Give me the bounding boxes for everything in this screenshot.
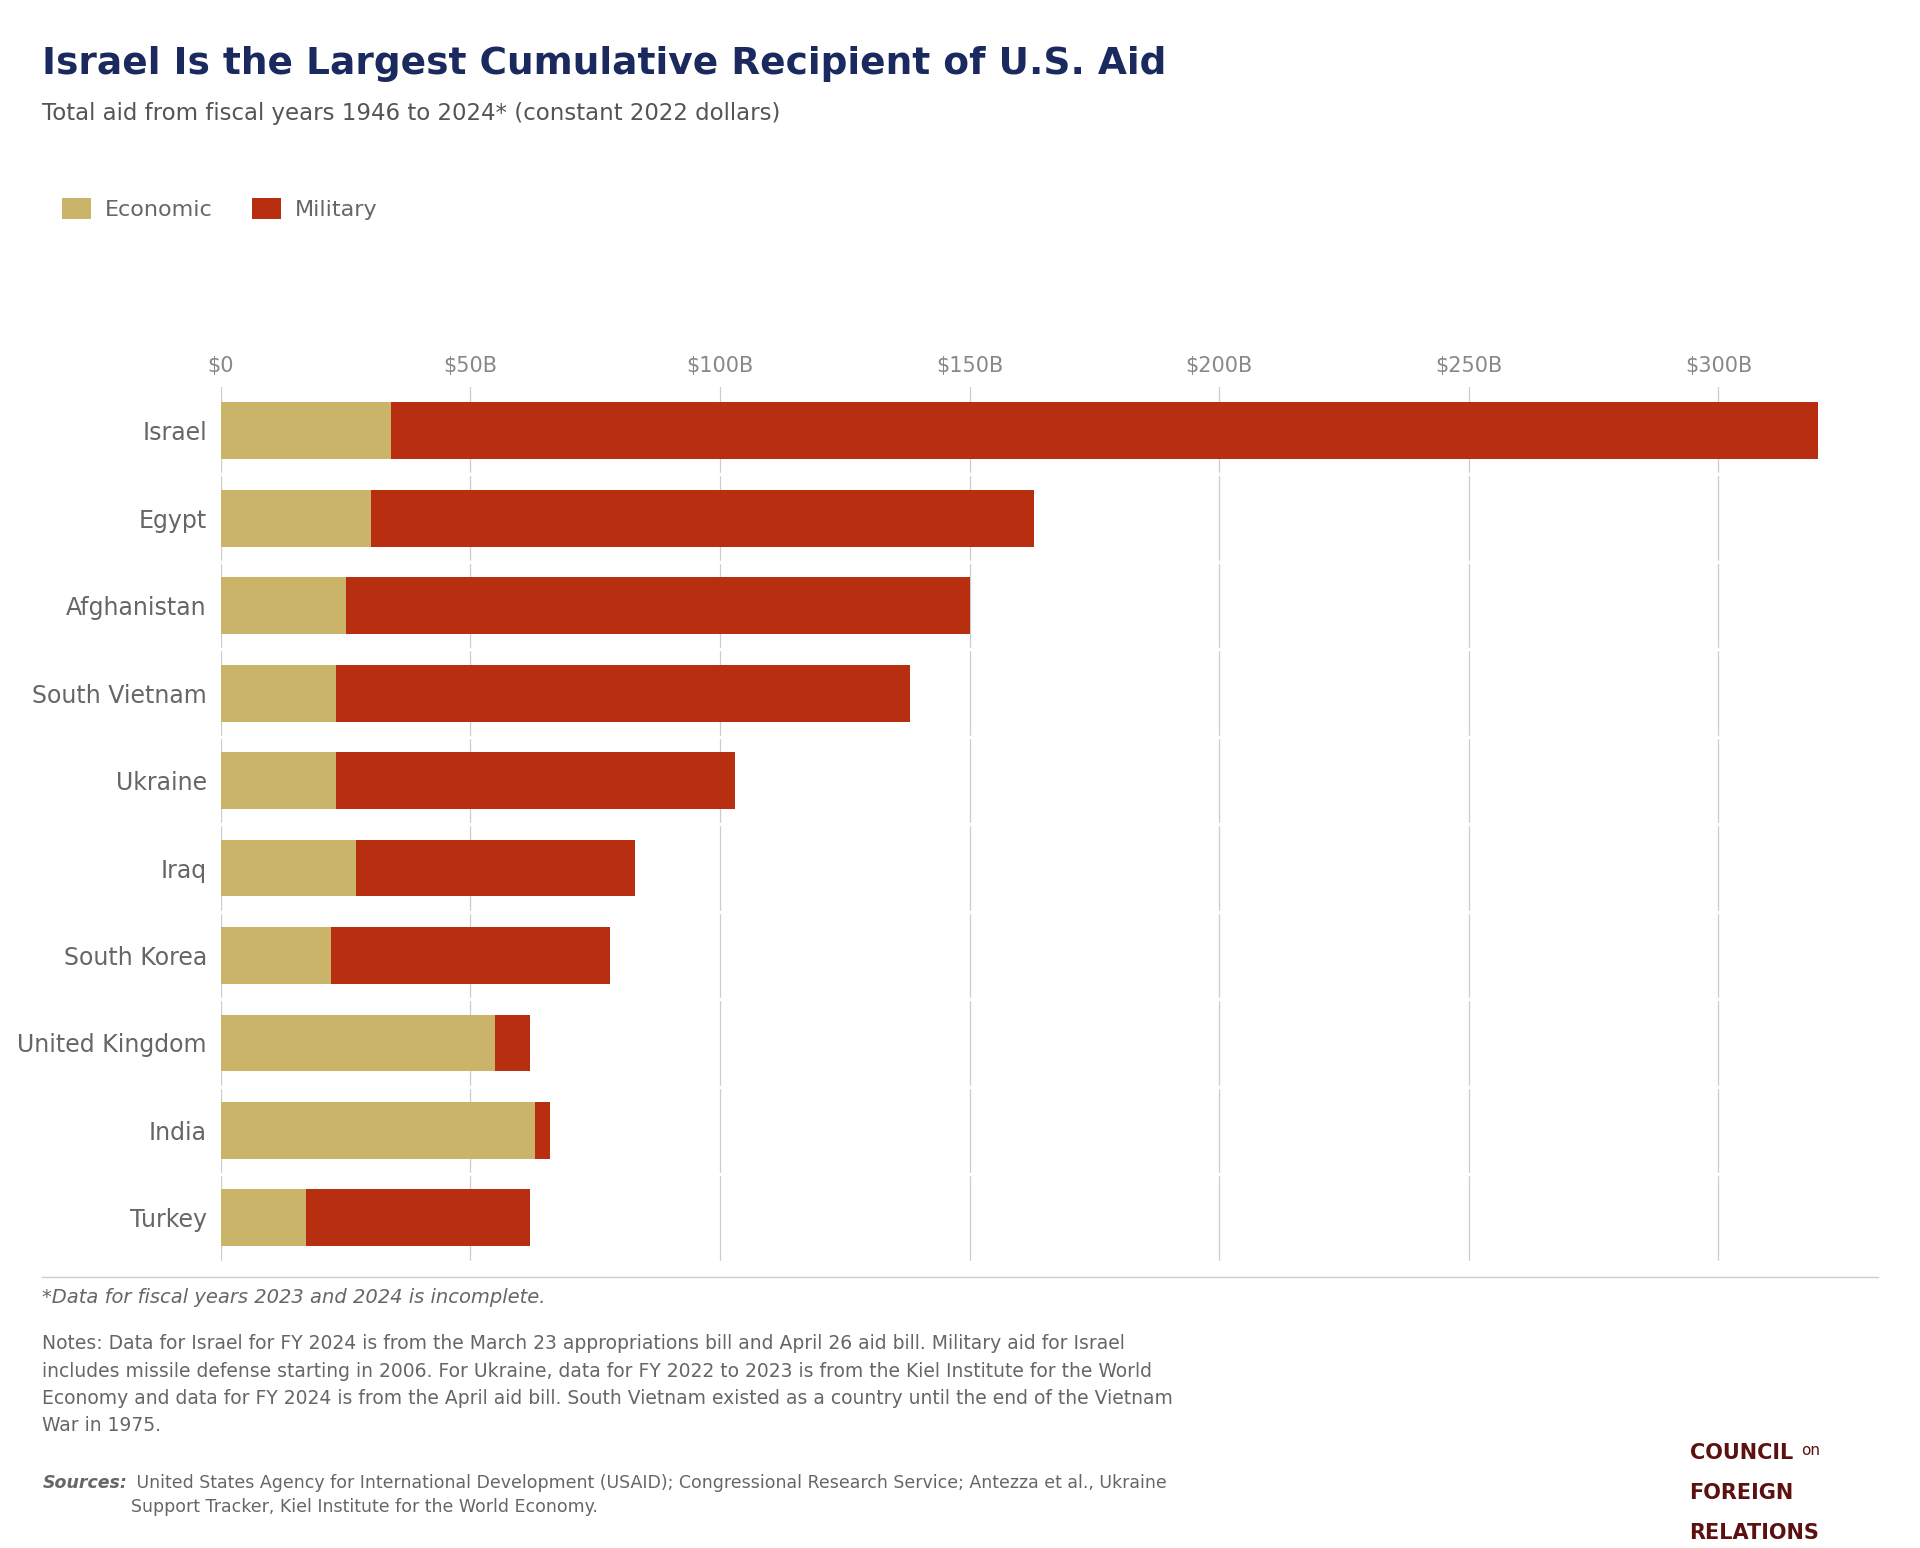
Bar [371,489,1035,546]
Bar [536,1102,551,1159]
Bar [221,752,336,810]
Bar [346,577,970,635]
Bar [390,402,1818,460]
Text: United States Agency for International Development (USAID); Congressional Resear: United States Agency for International D… [131,1474,1165,1515]
Text: COUNCIL: COUNCIL [1690,1443,1793,1463]
Bar [221,577,346,635]
Legend: Economic, Military: Economic, Military [54,189,386,229]
Text: Sources:: Sources: [42,1474,127,1492]
Bar [221,664,336,721]
Bar [495,1014,530,1071]
Text: *Data for fiscal years 2023 and 2024 is incomplete.: *Data for fiscal years 2023 and 2024 is … [42,1288,545,1307]
Bar [336,752,735,810]
Bar [221,927,330,985]
Bar [221,1189,305,1246]
Bar [221,1014,495,1071]
Bar [330,927,611,985]
Text: on: on [1801,1443,1820,1458]
Bar [336,664,910,721]
Text: FOREIGN: FOREIGN [1690,1483,1793,1503]
Text: RELATIONS: RELATIONS [1690,1523,1820,1543]
Bar [221,839,355,896]
Bar [221,1102,536,1159]
Text: Total aid from fiscal years 1946 to 2024* (constant 2022 dollars): Total aid from fiscal years 1946 to 2024… [42,102,781,125]
Text: Israel Is the Largest Cumulative Recipient of U.S. Aid: Israel Is the Largest Cumulative Recipie… [42,46,1167,82]
Bar [305,1189,530,1246]
Bar [221,402,390,460]
Bar [221,489,371,546]
Text: Notes: Data for Israel for FY 2024 is from the March 23 appropriations bill and : Notes: Data for Israel for FY 2024 is fr… [42,1334,1173,1435]
Bar [355,839,636,896]
